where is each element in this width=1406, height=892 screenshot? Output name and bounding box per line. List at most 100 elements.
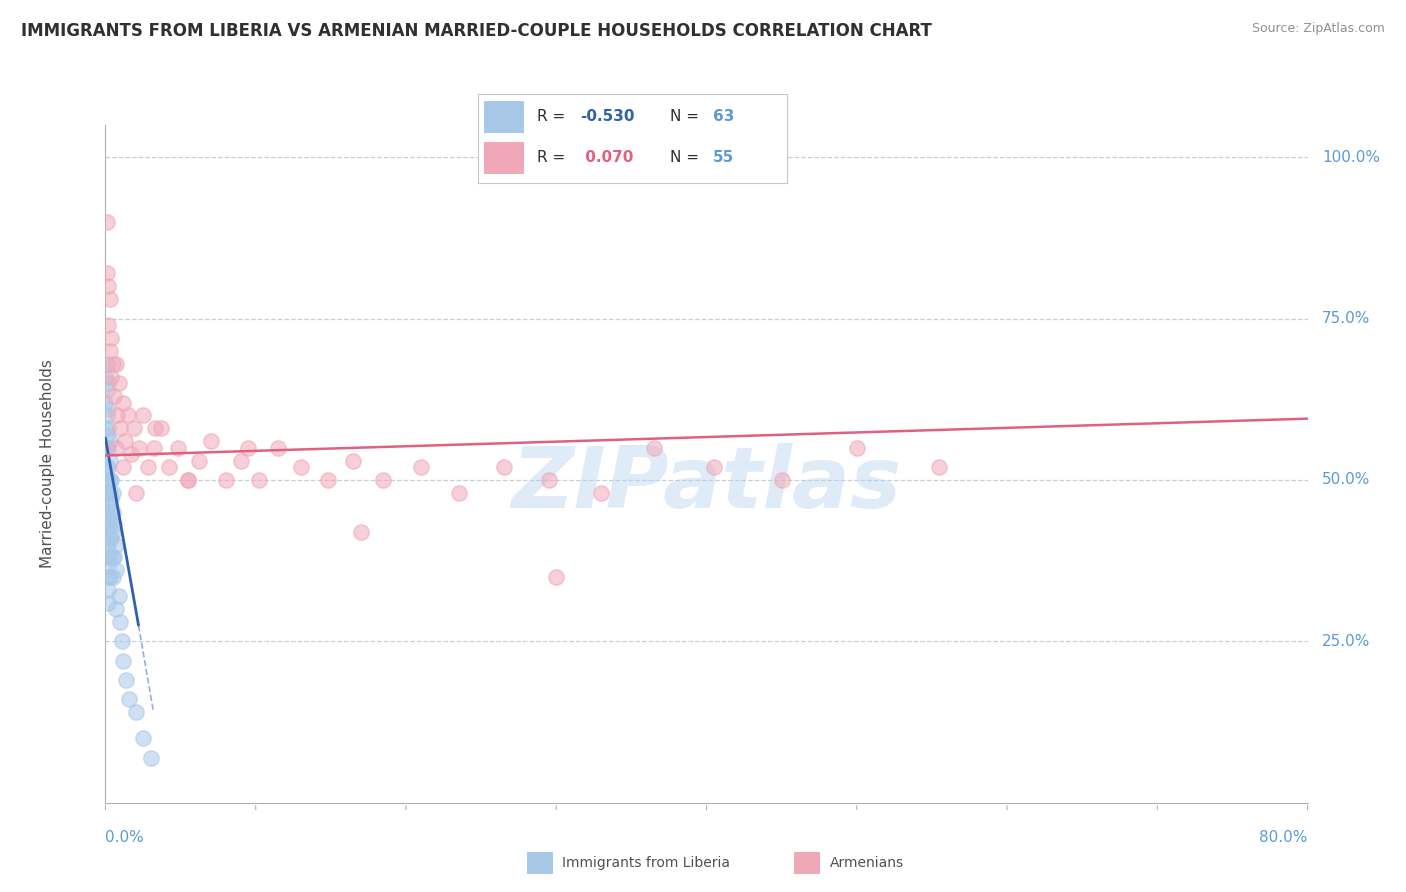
Point: [96, 383, 118, 397]
Text: ZIPatlas: ZIPatlas: [512, 442, 901, 525]
Point: [96, 512, 118, 526]
Point: [96, 441, 118, 455]
Point: [139, 750, 162, 764]
Point: [104, 357, 127, 371]
Text: Source: ZipAtlas.com: Source: ZipAtlas.com: [1251, 22, 1385, 36]
Point: [150, 421, 173, 435]
Point: [104, 537, 127, 551]
Point: [316, 473, 339, 487]
Text: R =: R =: [537, 110, 569, 124]
FancyBboxPatch shape: [484, 101, 524, 133]
Point: [537, 473, 560, 487]
Text: R =: R =: [537, 151, 569, 165]
Point: [132, 731, 155, 746]
Point: [107, 409, 129, 423]
Point: [177, 473, 200, 487]
Point: [115, 673, 138, 687]
Point: [110, 421, 132, 435]
Point: [177, 473, 200, 487]
Point: [110, 615, 132, 629]
Point: [98, 531, 121, 545]
Point: [100, 473, 122, 487]
Point: [98, 486, 121, 500]
Point: [111, 634, 134, 648]
Point: [112, 460, 135, 475]
Point: [96, 215, 118, 229]
Point: [103, 518, 125, 533]
FancyBboxPatch shape: [484, 142, 524, 174]
Point: [98, 292, 121, 306]
Point: [166, 441, 188, 455]
Text: 100.0%: 100.0%: [1322, 150, 1381, 165]
Point: [108, 589, 131, 603]
Point: [136, 460, 159, 475]
Point: [97, 376, 120, 391]
Point: [97, 582, 120, 597]
Point: [97, 401, 120, 416]
Text: 25.0%: 25.0%: [1322, 634, 1371, 648]
Point: [104, 602, 127, 616]
Text: Armenians: Armenians: [830, 856, 904, 871]
Point: [98, 343, 121, 358]
Point: [97, 441, 120, 455]
Point: [96, 409, 118, 423]
Point: [96, 427, 118, 442]
Point: [96, 550, 118, 565]
Point: [97, 537, 120, 551]
Text: N =: N =: [669, 110, 703, 124]
Point: [845, 441, 868, 455]
Point: [101, 486, 124, 500]
Point: [187, 453, 209, 467]
Point: [770, 473, 793, 487]
Point: [97, 486, 120, 500]
Point: [98, 505, 121, 519]
Point: [290, 460, 312, 475]
Point: [97, 473, 120, 487]
Point: [94, 395, 117, 409]
Point: [122, 421, 145, 435]
Point: [928, 460, 950, 475]
Point: [118, 692, 141, 706]
Point: [267, 441, 290, 455]
Point: [229, 453, 252, 467]
Point: [97, 557, 120, 571]
Text: Married-couple Households: Married-couple Households: [41, 359, 55, 568]
Text: IMMIGRANTS FROM LIBERIA VS ARMENIAN MARRIED-COUPLE HOUSEHOLDS CORRELATION CHART: IMMIGRANTS FROM LIBERIA VS ARMENIAN MARR…: [21, 22, 932, 40]
Point: [96, 473, 118, 487]
Point: [373, 473, 395, 487]
Point: [112, 395, 135, 409]
Point: [98, 434, 121, 449]
Text: 75.0%: 75.0%: [1322, 311, 1371, 326]
Point: [97, 512, 120, 526]
Point: [117, 409, 139, 423]
Point: [98, 550, 121, 565]
Point: [447, 486, 470, 500]
Point: [703, 460, 725, 475]
Text: 50.0%: 50.0%: [1322, 473, 1371, 488]
Point: [350, 524, 373, 539]
Point: [157, 460, 180, 475]
Point: [100, 492, 122, 507]
Point: [96, 486, 118, 500]
Point: [200, 434, 222, 449]
Text: 0.070: 0.070: [581, 151, 634, 165]
Point: [247, 473, 270, 487]
Point: [132, 409, 155, 423]
Point: [101, 357, 124, 371]
Point: [96, 537, 118, 551]
Text: 63: 63: [713, 110, 734, 124]
Point: [108, 376, 131, 391]
Text: -0.530: -0.530: [581, 110, 634, 124]
Point: [103, 389, 125, 403]
Point: [112, 654, 135, 668]
Point: [98, 570, 121, 584]
Point: [97, 421, 120, 435]
Point: [101, 570, 124, 584]
Point: [101, 505, 124, 519]
Point: [97, 318, 120, 332]
Point: [96, 524, 118, 539]
Point: [98, 518, 121, 533]
Point: [100, 369, 122, 384]
Point: [114, 434, 136, 449]
Text: 80.0%: 80.0%: [1260, 830, 1308, 845]
